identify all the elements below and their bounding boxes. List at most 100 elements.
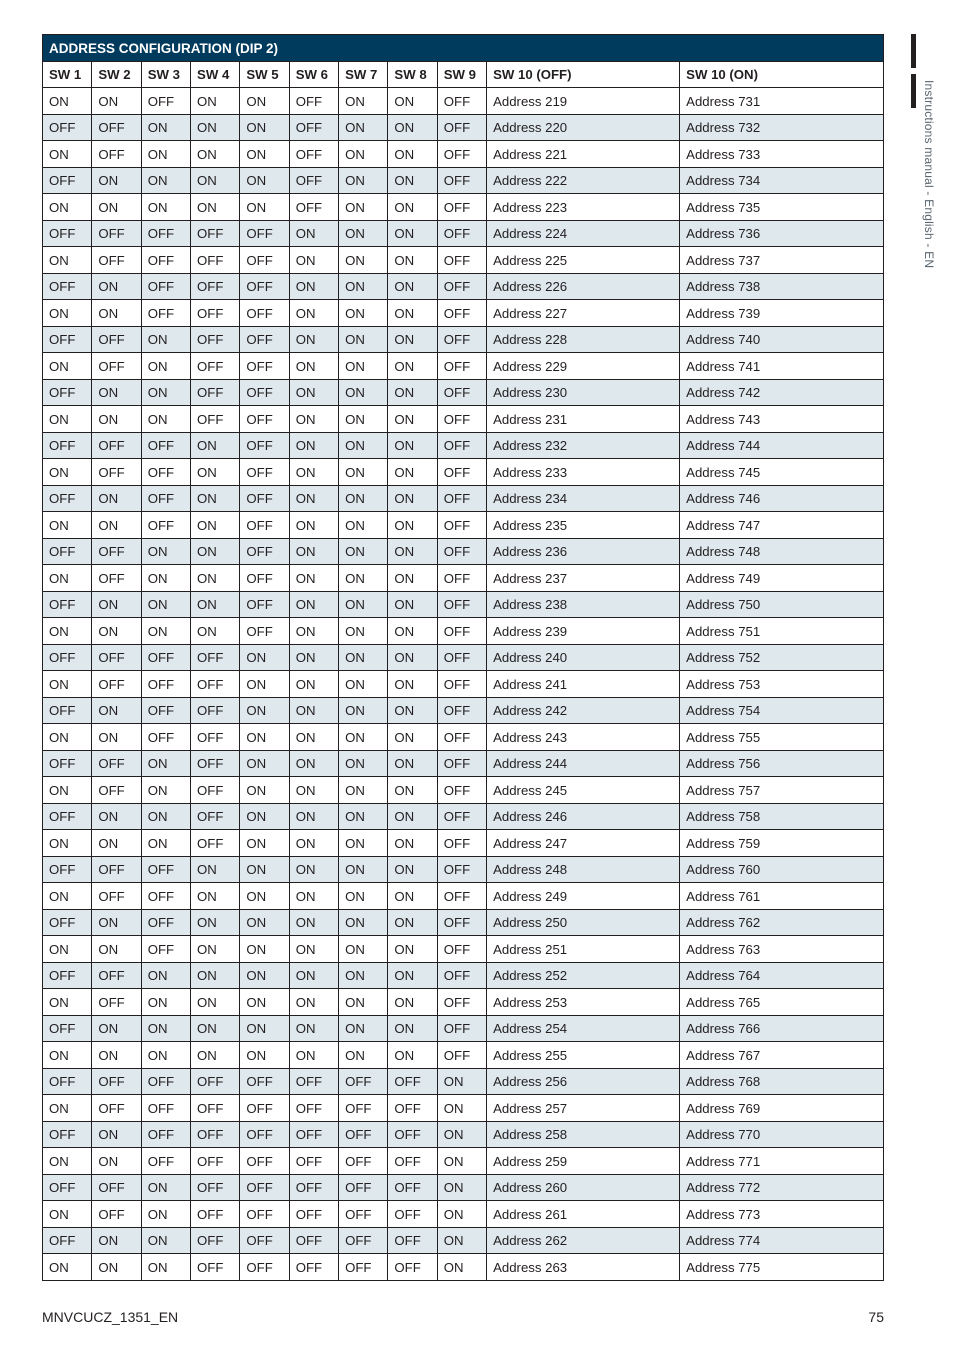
table-cell: Address 252 xyxy=(487,962,680,989)
table-row: ONOFFONOFFOFFOFFOFFOFFONAddress 261Addre… xyxy=(43,1201,884,1228)
table-cell: ON xyxy=(388,1042,437,1069)
table-cell: Address 261 xyxy=(487,1201,680,1228)
table-cell: ON xyxy=(289,353,338,380)
table-cell: ON xyxy=(92,803,141,830)
table-cell: ON xyxy=(339,750,388,777)
table-cell: ON xyxy=(289,220,338,247)
table-cell: ON xyxy=(339,989,388,1016)
table-cell: OFF xyxy=(289,114,338,141)
table-row: OFFOFFOFFONOFFONONONOFFAddress 232Addres… xyxy=(43,432,884,459)
table-cell: ON xyxy=(43,88,92,115)
table-cell: ON xyxy=(92,909,141,936)
table-cell: ON xyxy=(388,538,437,565)
table-cell: OFF xyxy=(141,273,190,300)
table-cell: ON xyxy=(141,1201,190,1228)
table-cell: ON xyxy=(141,962,190,989)
table-cell: ON xyxy=(191,459,240,486)
table-row: ONOFFONONOFFONONONOFFAddress 237Address … xyxy=(43,565,884,592)
table-cell: ON xyxy=(289,989,338,1016)
table-cell: OFF xyxy=(339,1254,388,1281)
table-cell: ON xyxy=(388,750,437,777)
table-title-row: ADDRESS CONFIGURATION (DIP 2) xyxy=(43,35,884,62)
table-cell: Address 236 xyxy=(487,538,680,565)
table-cell: ON xyxy=(141,989,190,1016)
table-cell: OFF xyxy=(191,724,240,751)
table-cell: ON xyxy=(339,1042,388,1069)
table-cell: Address 750 xyxy=(680,591,884,618)
table-cell: ON xyxy=(339,512,388,539)
table-cell: ON xyxy=(289,326,338,353)
table-cell: Address 760 xyxy=(680,856,884,883)
table-cell: OFF xyxy=(240,1201,289,1228)
table-cell: ON xyxy=(141,1227,190,1254)
table-cell: ON xyxy=(92,300,141,327)
footer-doc-id: MNVCUCZ_1351_EN xyxy=(42,1309,178,1325)
table-cell: OFF xyxy=(339,1201,388,1228)
table-cell: Address 731 xyxy=(680,88,884,115)
table-cell: ON xyxy=(141,1015,190,1042)
table-head: ADDRESS CONFIGURATION (DIP 2) SW 1SW 2SW… xyxy=(43,35,884,88)
table-cell: ON xyxy=(339,273,388,300)
table-row: ONONONOFFOFFONONONOFFAddress 231Address … xyxy=(43,406,884,433)
table-cell: Address 756 xyxy=(680,750,884,777)
table-row: ONONONOFFONONONONOFFAddress 247Address 7… xyxy=(43,830,884,857)
table-cell: OFF xyxy=(437,353,486,380)
table-cell: ON xyxy=(43,618,92,645)
table-row: OFFOFFONONOFFONONONOFFAddress 236Address… xyxy=(43,538,884,565)
table-cell: Address 225 xyxy=(487,247,680,274)
table-cell: Address 746 xyxy=(680,485,884,512)
table-cell: OFF xyxy=(388,1201,437,1228)
table-cell: ON xyxy=(92,618,141,645)
table-cell: Address 739 xyxy=(680,300,884,327)
table-row: ONONOFFOFFONONONONOFFAddress 243Address … xyxy=(43,724,884,751)
table-cell: ON xyxy=(388,379,437,406)
table-cell: OFF xyxy=(240,485,289,512)
table-cell: ON xyxy=(240,88,289,115)
table-cell: ON xyxy=(240,856,289,883)
table-cell: ON xyxy=(141,167,190,194)
table-row: OFFOFFONONONOFFONONOFFAddress 220Address… xyxy=(43,114,884,141)
table-cell: OFF xyxy=(191,697,240,724)
table-row: ONONONOFFOFFOFFOFFOFFONAddress 263Addres… xyxy=(43,1254,884,1281)
table-cell: OFF xyxy=(141,88,190,115)
table-cell: ON xyxy=(141,1254,190,1281)
table-row: OFFOFFONOFFOFFOFFOFFOFFONAddress 260Addr… xyxy=(43,1174,884,1201)
table-cell: OFF xyxy=(92,883,141,910)
table-cell: ON xyxy=(339,618,388,645)
table-cell: Address 747 xyxy=(680,512,884,539)
table-cell: Address 260 xyxy=(487,1174,680,1201)
table-cell: ON xyxy=(339,300,388,327)
table-cell: ON xyxy=(388,406,437,433)
address-config-table: ADDRESS CONFIGURATION (DIP 2) SW 1SW 2SW… xyxy=(42,34,884,1281)
table-cell: Address 245 xyxy=(487,777,680,804)
table-cell: ON xyxy=(43,724,92,751)
table-cell: OFF xyxy=(141,485,190,512)
table-cell: ON xyxy=(388,989,437,1016)
table-cell: Address 741 xyxy=(680,353,884,380)
table-cell: ON xyxy=(388,1015,437,1042)
table-row: OFFONOFFOFFOFFOFFOFFOFFONAddress 258Addr… xyxy=(43,1121,884,1148)
table-cell: OFF xyxy=(43,273,92,300)
table-cell: ON xyxy=(437,1068,486,1095)
table-cell: ON xyxy=(339,247,388,274)
table-cell: OFF xyxy=(289,194,338,221)
table-cell: OFF xyxy=(141,883,190,910)
table-cell: OFF xyxy=(339,1095,388,1122)
table-cell: OFF xyxy=(339,1227,388,1254)
table-cell: Address 259 xyxy=(487,1148,680,1175)
table-cell: ON xyxy=(339,856,388,883)
table-cell: OFF xyxy=(141,936,190,963)
footer-page-number: 75 xyxy=(868,1309,884,1325)
table-cell: ON xyxy=(339,883,388,910)
table-cell: OFF xyxy=(437,671,486,698)
table-cell: ON xyxy=(289,724,338,751)
table-row: OFFONONOFFONONONONOFFAddress 246Address … xyxy=(43,803,884,830)
table-cell: ON xyxy=(339,962,388,989)
table-row: OFFOFFOFFOFFOFFONONONOFFAddress 224Addre… xyxy=(43,220,884,247)
table-row: OFFONONONONOFFONONOFFAddress 222Address … xyxy=(43,167,884,194)
table-cell: OFF xyxy=(92,247,141,274)
table-cell: ON xyxy=(240,697,289,724)
table-cell: OFF xyxy=(437,114,486,141)
column-header: SW 1 xyxy=(43,61,92,88)
table-cell: OFF xyxy=(437,88,486,115)
